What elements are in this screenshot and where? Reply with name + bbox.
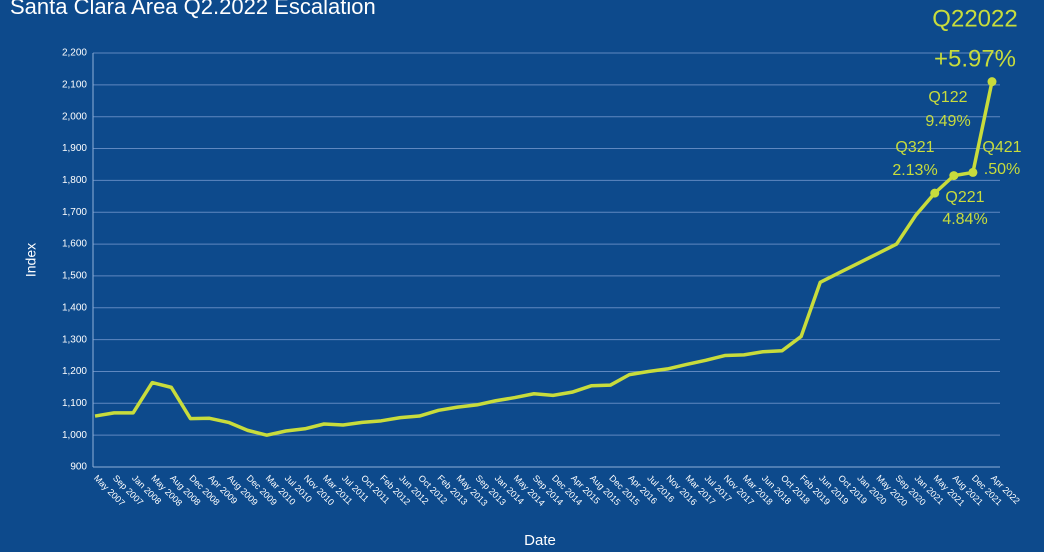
data-point [930, 188, 940, 198]
y-tick-label: 1,700 [62, 207, 87, 218]
x-axis-label: Date [524, 532, 556, 549]
annotation: 2.13% [892, 162, 937, 179]
y-tick-label: 2,200 [62, 48, 87, 59]
data-point [987, 77, 997, 87]
y-tick-label: 900 [70, 462, 87, 473]
y-tick-label: 1,300 [62, 334, 87, 345]
y-tick-label: 1,900 [62, 143, 87, 154]
y-tick-label: 1,600 [62, 239, 87, 250]
annotation: Q221 [945, 189, 984, 206]
annotation: 9.49% [925, 113, 970, 130]
y-tick-label: 1,400 [62, 302, 87, 313]
annotation: Q421 [982, 139, 1021, 156]
annotation: Q321 [895, 139, 934, 156]
y-tick-label: 2,000 [62, 111, 87, 122]
data-point [968, 167, 978, 177]
y-tick-label: 1,000 [62, 430, 87, 441]
data-line [94, 81, 994, 437]
y-tick-label: 1,200 [62, 366, 87, 377]
chart-title: Santa Clara Area Q2.2022 Escalation [10, 0, 376, 19]
y-tick-label: 2,100 [62, 79, 87, 90]
annotation: Q22022 [932, 5, 1017, 32]
y-axis-label: Index [23, 243, 39, 277]
annotation: 4.84% [942, 211, 987, 228]
y-tick-label: 1,500 [62, 271, 87, 282]
data-point [949, 171, 959, 181]
annotation: Q122 [928, 89, 967, 106]
annotation: .50% [984, 161, 1020, 178]
y-tick-label: 1,800 [62, 175, 87, 186]
annotation: +5.97% [934, 45, 1016, 72]
y-tick-label: 1,100 [62, 398, 87, 409]
